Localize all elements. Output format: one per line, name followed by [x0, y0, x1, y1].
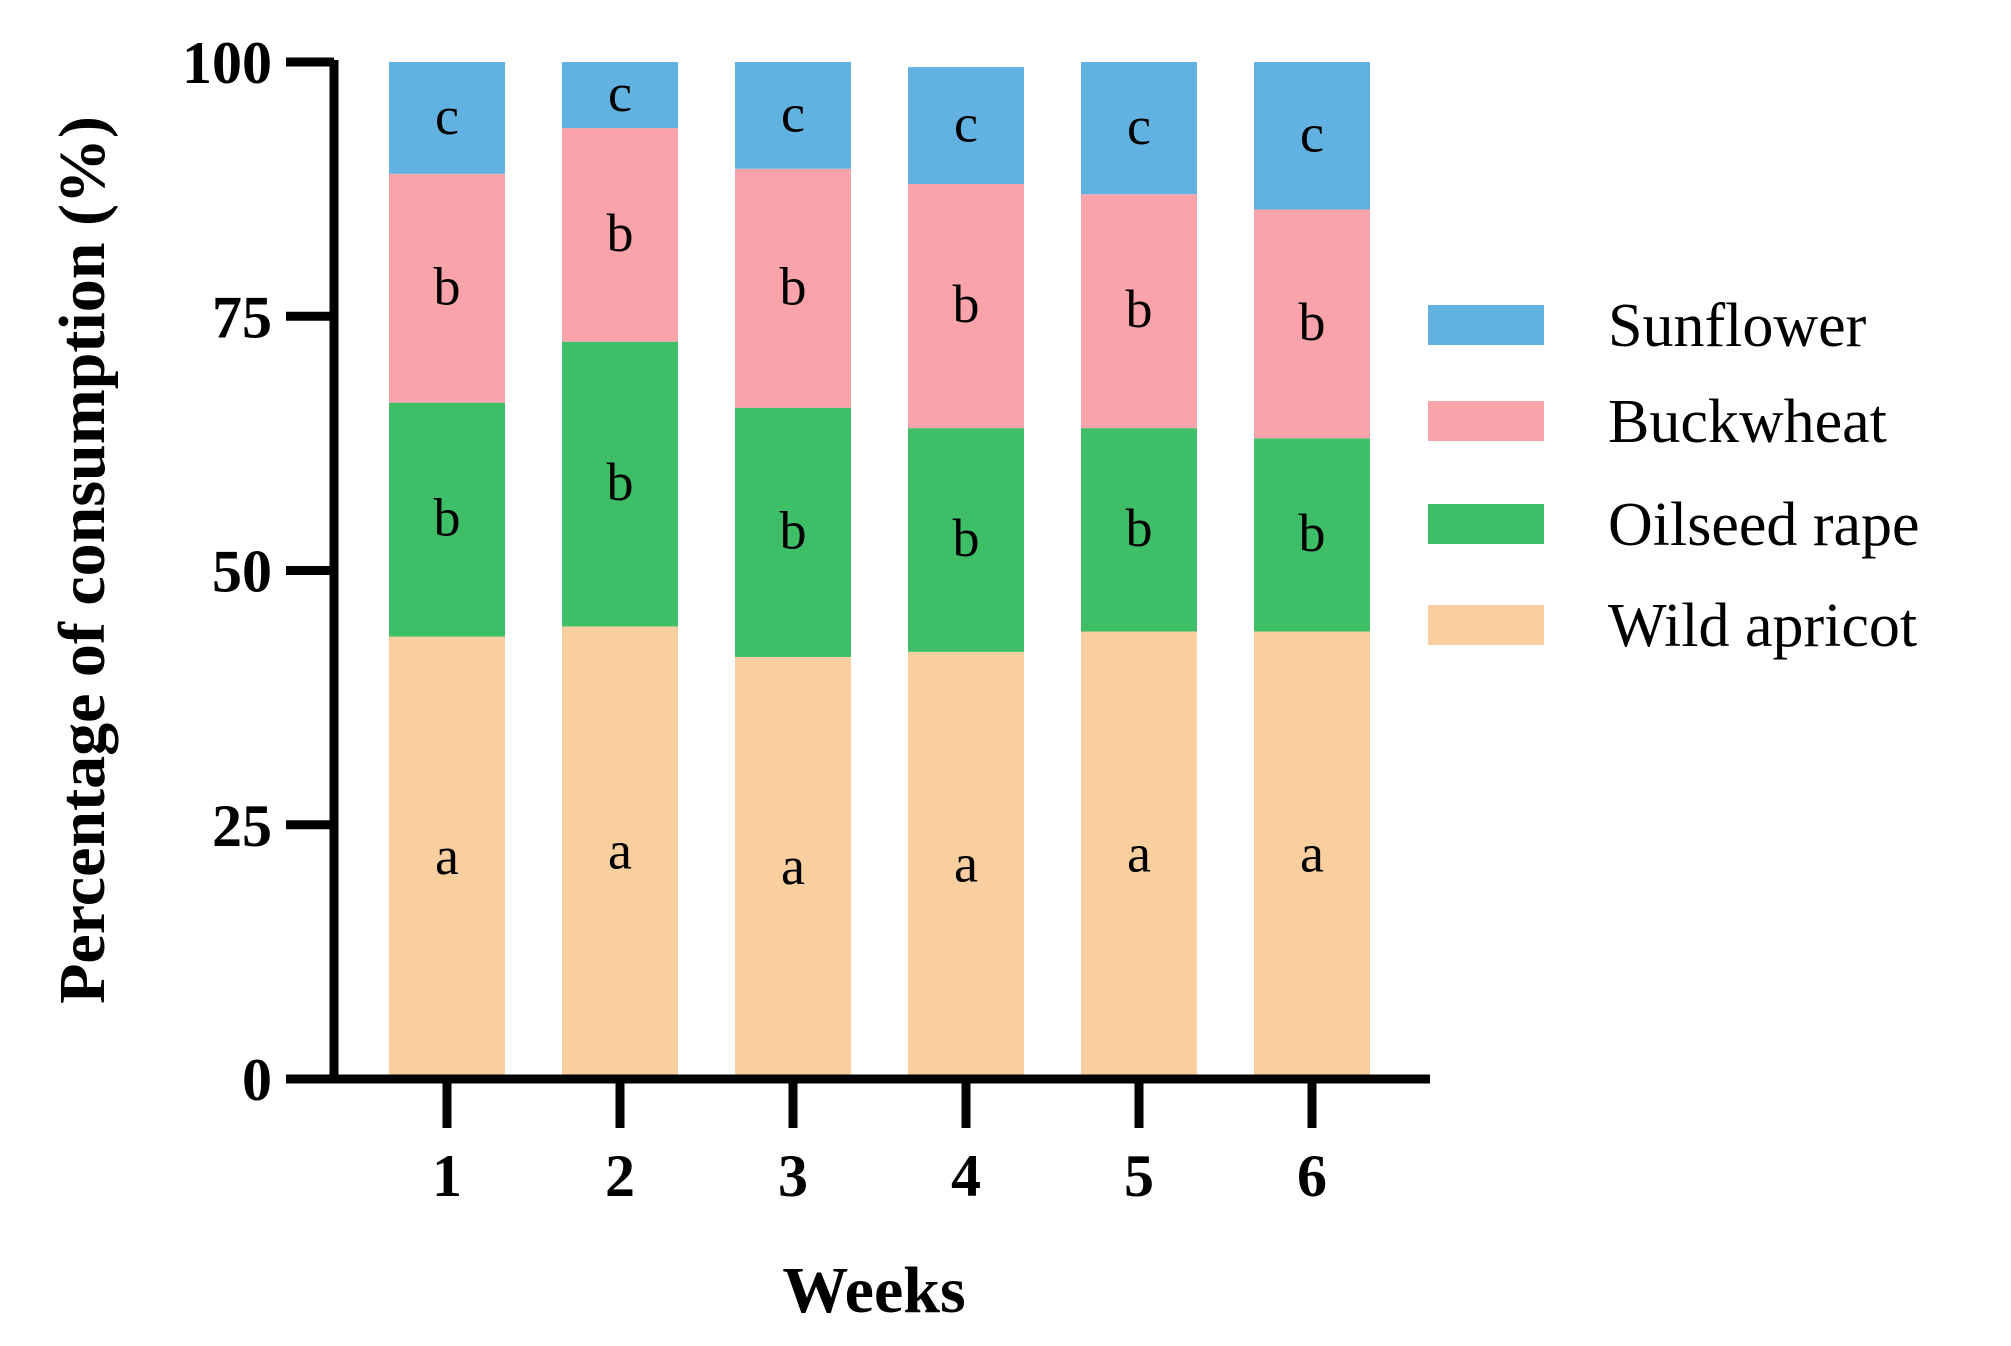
y-tick-label-0: 0: [242, 1047, 272, 1113]
segment-label-week4-buckwheat: b: [953, 274, 980, 334]
segment-label-week6-buckwheat: b: [1299, 292, 1326, 352]
segment-label-week6-wild-apricot: a: [1300, 823, 1324, 883]
segment-label-week1-sunflower: c: [435, 86, 459, 146]
legend-label-buckwheat: Buckwheat: [1608, 388, 1887, 456]
legend-swatch-oilseed-rape: [1428, 504, 1544, 544]
bar-week5-wild-apricot: [1081, 631, 1197, 1079]
legend-swatch-wild-apricot: [1428, 605, 1544, 645]
segment-label-week1-oilseed-rape: b: [434, 488, 461, 548]
segment-label-week3-buckwheat: b: [780, 256, 807, 316]
x-tick-label-5: 5: [1124, 1143, 1154, 1209]
bar-week1-oilseed-rape: [389, 402, 505, 637]
x-tick-label-3: 3: [778, 1143, 808, 1209]
segment-label-week4-oilseed-rape: b: [953, 508, 980, 568]
bar-week6-oilseed-rape: [1254, 438, 1370, 632]
segment-label-week5-buckwheat: b: [1126, 279, 1153, 339]
bar-week3-wild-apricot: [735, 656, 851, 1079]
segment-label-week3-oilseed-rape: b: [780, 500, 807, 560]
segment-label-week1-wild-apricot: a: [435, 826, 459, 886]
bar-week2-oilseed-rape: [562, 341, 678, 627]
bars-layer: [389, 62, 1370, 1079]
y-ticks: 0 25 50 75 100: [182, 30, 334, 1113]
bar-week1-buckwheat: [389, 173, 505, 403]
segment-label-week5-wild-apricot: a: [1127, 823, 1151, 883]
y-axis-title: Percentage of consumption (%): [46, 116, 119, 1004]
x-ticks: 1 2 3 4 5 6: [432, 1079, 1327, 1209]
bar-week2-buckwheat: [562, 128, 678, 342]
bar-week3-sunflower: [735, 62, 851, 169]
bar-week3-buckwheat: [735, 168, 851, 408]
segment-label-week2-sunflower: c: [608, 63, 632, 123]
x-tick-label-2: 2: [605, 1143, 635, 1209]
legend-swatch-buckwheat: [1428, 401, 1544, 441]
segment-label-week6-oilseed-rape: b: [1299, 503, 1326, 563]
bar-week6-sunflower: [1254, 62, 1370, 210]
segment-labels: a b b c a b b c a b b c a b b c a b b c a b b c: [434, 63, 1326, 896]
bar-week3-oilseed-rape: [735, 407, 851, 657]
segment-label-week5-sunflower: c: [1127, 96, 1151, 156]
legend-label-oilseed-rape: Oilseed rape: [1608, 491, 1920, 559]
x-tick-label-1: 1: [432, 1143, 462, 1209]
bar-week4-buckwheat: [908, 184, 1024, 429]
y-tick-label-75: 75: [212, 284, 272, 350]
y-tick-label-50: 50: [212, 539, 272, 605]
bar-week1-sunflower: [389, 62, 505, 174]
y-tick-label-100: 100: [182, 30, 272, 96]
segment-label-week5-oilseed-rape: b: [1126, 498, 1153, 558]
x-tick-label-4: 4: [951, 1143, 981, 1209]
segment-label-week2-buckwheat: b: [607, 203, 634, 263]
bar-week1-wild-apricot: [389, 636, 505, 1079]
segment-label-week6-sunflower: c: [1300, 104, 1324, 164]
bar-week5-sunflower: [1081, 62, 1197, 195]
legend-swatch-sunflower: [1428, 305, 1544, 345]
bar-week4-oilseed-rape: [908, 428, 1024, 652]
segment-label-week2-oilseed-rape: b: [607, 452, 634, 512]
segment-label-week3-wild-apricot: a: [781, 836, 805, 896]
bar-week2-wild-apricot: [562, 626, 678, 1079]
bar-week5-oilseed-rape: [1081, 428, 1197, 632]
bar-week5-buckwheat: [1081, 194, 1197, 429]
x-tick-label-6: 6: [1297, 1143, 1327, 1209]
legend: Sunflower Buckwheat Oilseed rape Wild apric…: [1428, 292, 1920, 660]
bar-week6-buckwheat: [1254, 209, 1370, 439]
bar-week4-wild-apricot: [908, 651, 1024, 1079]
segment-label-week4-sunflower: c: [954, 94, 978, 154]
segment-label-week4-wild-apricot: a: [954, 833, 978, 893]
legend-label-wild-apricot: Wild apricot: [1608, 592, 1917, 660]
legend-label-sunflower: Sunflower: [1608, 292, 1867, 360]
segment-label-week3-sunflower: c: [781, 83, 805, 143]
bar-week2-sunflower: [562, 62, 678, 129]
bar-week6-wild-apricot: [1254, 631, 1370, 1079]
bar-week4-sunflower: [908, 67, 1024, 185]
y-tick-label-25: 25: [212, 793, 272, 859]
x-axis-title: Weeks: [782, 1254, 965, 1327]
segment-label-week1-buckwheat: b: [434, 256, 461, 316]
segment-label-week2-wild-apricot: a: [608, 821, 632, 881]
